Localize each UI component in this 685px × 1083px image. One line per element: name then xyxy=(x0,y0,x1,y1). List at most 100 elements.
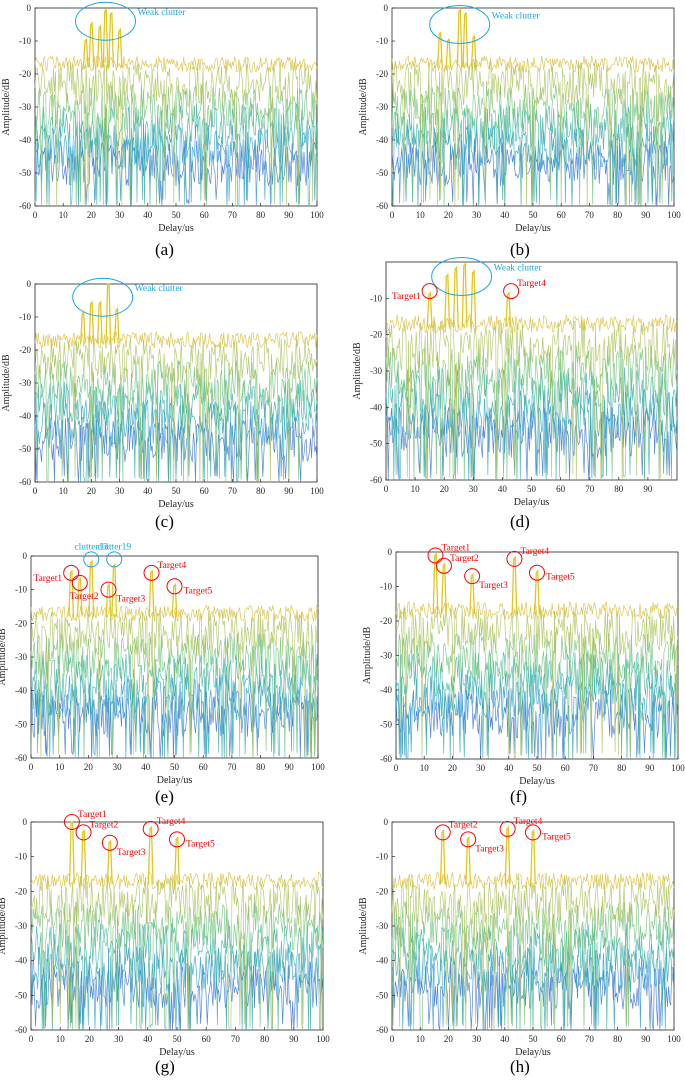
noise-trace-layer-5 xyxy=(34,55,318,73)
x-tick-label: 70 xyxy=(227,762,237,772)
y-tick-label: -60 xyxy=(376,1025,388,1035)
x-tick-label: 90 xyxy=(641,210,651,220)
noise-trace-layer-1 xyxy=(385,389,678,481)
y-axis-label: Amplitude/dB xyxy=(352,342,363,400)
y-tick-label: -30 xyxy=(370,366,382,376)
y-tick-label: -30 xyxy=(380,651,392,661)
annotation-circle xyxy=(529,564,545,581)
noise-trace-layer-5 xyxy=(395,601,679,621)
annotation-label: Target3 xyxy=(116,595,145,605)
x-axis-label: Delay/us xyxy=(158,223,194,234)
y-tick-label: -20 xyxy=(19,69,31,79)
y-tick-label: -30 xyxy=(376,921,388,931)
y-tick-label: -50 xyxy=(376,990,388,1000)
x-tick-label: 100 xyxy=(310,486,324,496)
y-tick-label: -50 xyxy=(15,719,27,729)
clutter-peak xyxy=(105,283,112,344)
target-peak xyxy=(68,821,75,885)
target-peak xyxy=(105,582,112,617)
x-tick-label: 40 xyxy=(504,763,514,773)
x-tick-label: 70 xyxy=(589,763,599,773)
y-tick-label: -40 xyxy=(15,956,27,966)
x-tick-label: 80 xyxy=(617,763,627,773)
annotation-label: Target2 xyxy=(450,554,479,564)
annotation-circle xyxy=(83,551,100,568)
chart-svg: 0 10 20 30 40 50 60 70 80 90 100 -60 -50 -40 -30 -20 -10… xyxy=(358,817,681,1058)
y-tick-label: -10 xyxy=(19,312,31,322)
target-peak xyxy=(147,825,154,885)
x-tick-label: 80 xyxy=(256,210,266,220)
annotation-label: Target3 xyxy=(117,848,146,858)
clutter-peak xyxy=(88,21,95,68)
x-tick-label: 20 xyxy=(444,1034,454,1044)
x-tick-label: 90 xyxy=(645,763,655,773)
annotation-label: Target3 xyxy=(479,581,508,591)
annotation-circle xyxy=(75,824,92,841)
x-tick-label: 20 xyxy=(87,486,97,496)
y-tick-label: -10 xyxy=(380,582,392,592)
y-tick-label: -20 xyxy=(376,886,388,896)
y-tick-label: -50 xyxy=(376,168,388,178)
annotation-label: Target1 xyxy=(392,292,421,302)
clutter-peak xyxy=(82,37,89,68)
subplot-caption: (d) xyxy=(510,512,530,531)
target-peak xyxy=(432,551,439,615)
y-tick-label: -10 xyxy=(19,36,31,46)
subplot-caption: (h) xyxy=(510,1057,530,1076)
x-tick-label: 40 xyxy=(143,210,153,220)
target-peak xyxy=(148,569,155,617)
x-tick-label: 60 xyxy=(199,762,209,772)
x-tick-label: 90 xyxy=(284,486,294,496)
x-tick-label: 70 xyxy=(228,486,238,496)
clutter-peak xyxy=(96,24,103,68)
chart-svg: 0 10 20 30 40 50 60 70 80 90 100 -60 -50 -40 -30 -20 -10… xyxy=(362,543,685,787)
annotation-circle xyxy=(460,831,477,848)
x-tick-label: 80 xyxy=(256,486,266,496)
x-tick-label: 10 xyxy=(416,1034,426,1044)
subplot-caption: (g) xyxy=(155,1057,175,1076)
annotation-label: Weak clutter xyxy=(135,284,184,294)
clutter-peak xyxy=(113,307,120,344)
x-tick-label: 60 xyxy=(561,763,571,773)
clutter-peak xyxy=(88,300,95,344)
x-tick-label: 50 xyxy=(173,1034,183,1044)
x-tick-label: 50 xyxy=(529,1034,539,1044)
x-tick-label: 80 xyxy=(613,210,623,220)
y-tick-label: 0 xyxy=(23,817,28,827)
subplot-d: 0 10 20 30 40 50 60 70 80 90 -60 -50 -40 -30 -20 -10 Del… xyxy=(351,254,683,520)
annotation-label: Target3 xyxy=(475,844,504,854)
clutter-peak xyxy=(80,310,86,344)
chart-svg: 0 10 20 30 40 50 60 70 80 90 100 -60 -50 -40 -30 -20 -10… xyxy=(1,277,324,510)
subplot-caption: (f) xyxy=(510,787,527,806)
y-tick-label: -30 xyxy=(19,102,31,112)
noise-trace-layer-5 xyxy=(391,871,675,891)
annotation-label: Target2 xyxy=(90,820,119,830)
x-tick-label: 60 xyxy=(557,1034,567,1044)
noise-trace-layer-5 xyxy=(34,330,318,350)
x-tick-label: 60 xyxy=(557,210,567,220)
x-tick-label: 20 xyxy=(85,1034,95,1044)
y-tick-label: -50 xyxy=(19,444,31,454)
x-axis-label: Delay/us xyxy=(514,497,550,508)
y-tick-label: -20 xyxy=(19,345,31,355)
x-tick-label: 100 xyxy=(667,210,681,220)
target-peak xyxy=(80,828,87,885)
annotation-circle xyxy=(106,551,123,568)
noise-trace-layer-3 xyxy=(34,83,318,207)
annotation-circle xyxy=(435,557,452,574)
target-peak xyxy=(426,291,433,328)
y-axis-label: Amplitude/dB xyxy=(358,897,369,955)
target-peak xyxy=(171,582,178,617)
y-tick-label: -10 xyxy=(15,585,27,595)
y-tick-label: -50 xyxy=(19,168,31,178)
x-tick-label: 30 xyxy=(476,763,486,773)
annotation-label: Weak clutter xyxy=(138,8,187,18)
y-tick-label: -60 xyxy=(19,201,31,211)
x-tick-label: 50 xyxy=(172,486,182,496)
x-axis-label: Delay/us xyxy=(515,1047,551,1058)
annotation-label: clutter13 xyxy=(74,542,108,552)
x-tick-label: 60 xyxy=(200,486,210,496)
target-peak xyxy=(68,569,75,617)
x-tick-label: 0 xyxy=(384,484,389,494)
x-tick-label: 40 xyxy=(498,484,508,494)
